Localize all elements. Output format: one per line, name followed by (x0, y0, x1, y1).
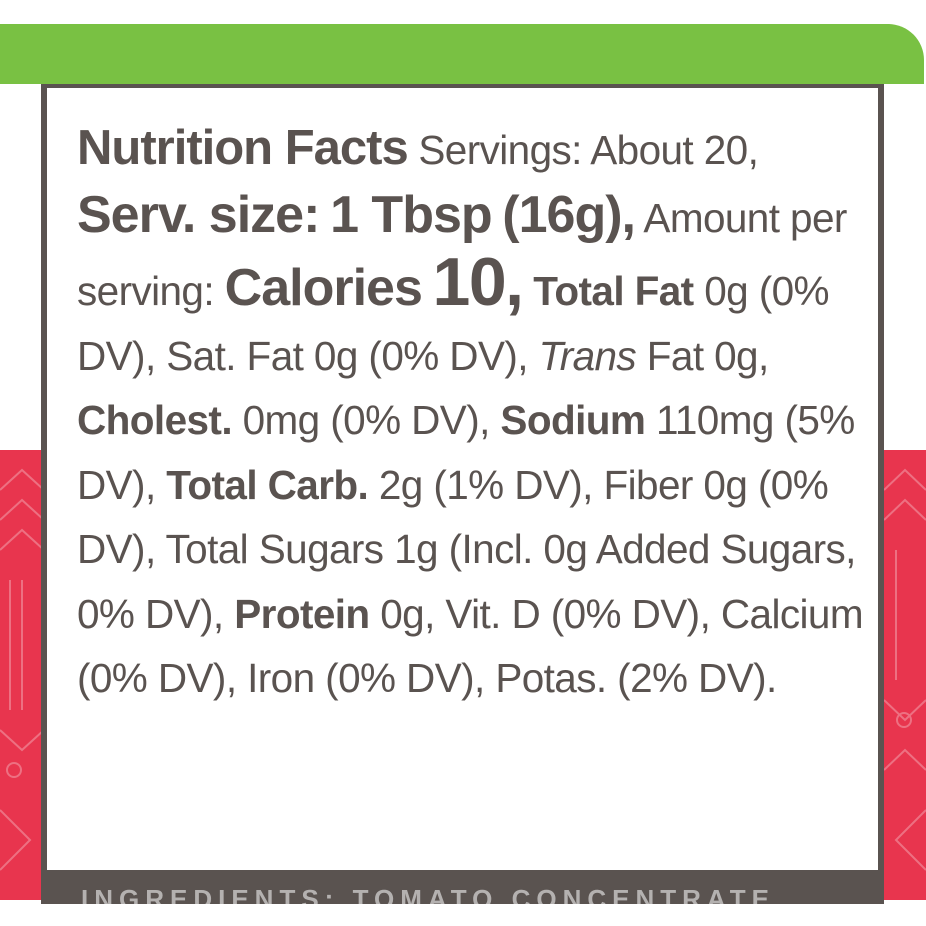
trans-fat: Fat 0g, (646, 332, 769, 379)
total-carb-label: Total Carb. (166, 461, 369, 508)
total-sugars: Total Sugars 1g (Incl. 0g Added Sugars, … (77, 526, 856, 637)
ingredients-text-cut: INGREDIENTS: TOMATO CONCENTRATE (81, 884, 775, 904)
saturated-fat: Sat. Fat 0g (0% DV), (166, 332, 528, 379)
calories-label: Calories (224, 259, 423, 317)
decorative-pattern-right (884, 468, 926, 871)
vitamin-d: Vit. D (0% DV), (445, 590, 711, 637)
nutrition-facts-title: Nutrition Facts (77, 121, 409, 175)
decorative-pattern-left (0, 468, 44, 871)
serving-size-grams: (16g), (502, 185, 636, 244)
serving-size-value: 1 Tbsp (330, 185, 493, 244)
protein-value: 0g, (380, 590, 435, 637)
potassium: Potas. (2% DV). (495, 655, 777, 701)
green-header-band (0, 24, 924, 84)
serving-size-label: Serv. size: (77, 185, 320, 244)
servings-label: Servings: (418, 127, 582, 173)
ingredients-bar: INGREDIENTS: TOMATO CONCENTRATE (41, 870, 884, 904)
cholesterol-value: 0mg (0% DV), (242, 397, 491, 443)
protein-label: Protein (234, 590, 370, 637)
fiber: Fiber 0g (0% DV), (77, 461, 829, 573)
sodium-label: Sodium (500, 397, 646, 443)
trans-label: Trans (538, 332, 637, 379)
nutrition-label-panel: Nutrition Facts Servings: About 20, Serv… (41, 84, 884, 878)
sodium-value: 110mg (5% DV), (77, 397, 855, 508)
total-fat-value: 0g (0% DV), (77, 268, 830, 379)
iron: Iron (0% DV), (247, 655, 485, 701)
amount-per-serving: Amount per serving: (77, 194, 847, 315)
total-fat-label: Total Fat (533, 268, 694, 314)
cholesterol-label: Cholest. (77, 397, 233, 443)
calcium: Calcium (0% DV), (77, 590, 864, 702)
total-carb-value: 2g (1% DV), (378, 461, 594, 508)
calories-value: 10, (432, 244, 525, 320)
red-pattern-right (884, 450, 926, 900)
red-pattern-left (0, 450, 44, 900)
nutrition-facts-text: Nutrition Facts Servings: About 20, Serv… (77, 116, 867, 711)
servings-value: About 20, (590, 127, 759, 173)
